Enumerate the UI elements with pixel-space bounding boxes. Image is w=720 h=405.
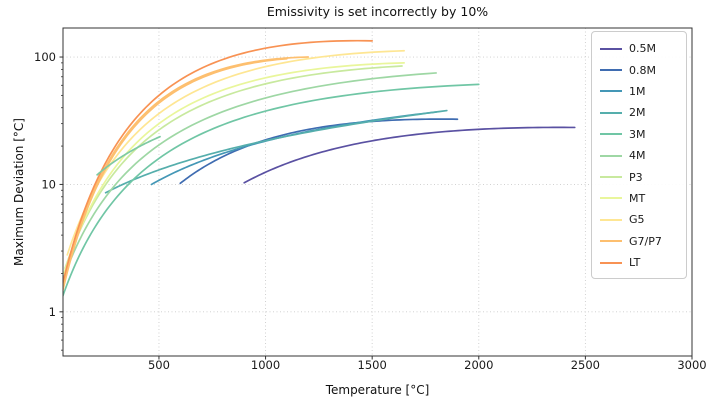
legend-swatch xyxy=(600,261,622,264)
y-tick-label: 1 xyxy=(49,305,56,319)
legend-item-4m: 4M xyxy=(600,145,678,166)
legend-item-mt: MT xyxy=(600,188,678,209)
legend-label: 0.8M xyxy=(629,63,656,77)
legend-item-0-8m: 0.8M xyxy=(600,59,678,80)
curve-2m xyxy=(104,109,448,194)
legend-swatch xyxy=(600,154,622,157)
curve-p3 xyxy=(64,65,403,270)
curve-short-green-trace xyxy=(96,135,161,176)
legend-item-g5: G5 xyxy=(600,209,678,230)
legend-swatch xyxy=(600,197,622,200)
legend-item-g7-p7: G7/P7 xyxy=(600,231,678,252)
curve-g7-p7-companion-trace xyxy=(63,57,288,294)
legend-swatch xyxy=(600,218,622,221)
x-tick-label: 3000 xyxy=(677,358,706,372)
x-tick-label: 500 xyxy=(148,358,170,372)
curve-0-5m xyxy=(243,126,576,184)
legend-swatch xyxy=(600,47,622,50)
y-tick-label: 100 xyxy=(34,50,56,64)
x-tick-label: 2500 xyxy=(571,358,600,372)
legend-swatch xyxy=(600,176,622,179)
legend-item-3m: 3M xyxy=(600,124,678,145)
legend-item-lt: LT xyxy=(600,252,678,273)
legend-label: G5 xyxy=(629,213,645,227)
chart-title: Emissivity is set incorrectly by 10% xyxy=(266,4,489,19)
curve-mt xyxy=(63,62,405,275)
legend: 0.5M 0.8M 1M 2M 3M 4M P3 MT G5 G7/P7 LT xyxy=(591,31,687,280)
legend-label: 3M xyxy=(629,127,646,141)
plot-border xyxy=(62,27,693,357)
legend-label: MT xyxy=(629,191,646,205)
curve-3m xyxy=(63,83,480,299)
legend-swatch xyxy=(600,90,622,93)
legend-swatch xyxy=(600,69,622,72)
x-tick-label: 1500 xyxy=(358,358,387,372)
legend-item-0-5m: 0.5M xyxy=(600,38,678,59)
legend-swatch xyxy=(600,111,622,114)
legend-label: P3 xyxy=(629,170,643,184)
legend-swatch xyxy=(600,133,622,136)
x-tick-label: 1000 xyxy=(251,358,280,372)
legend-label: G7/P7 xyxy=(629,234,662,248)
curve-0-8m xyxy=(179,118,459,185)
curve-lt xyxy=(63,39,374,287)
legend-label: 1M xyxy=(629,84,646,98)
x-axis-label: Temperature [°C] xyxy=(325,383,430,397)
legend-label: 2M xyxy=(629,106,646,120)
y-axis-label: Maximum Deviation [°C] xyxy=(12,118,26,266)
x-tick-label: 2000 xyxy=(464,358,493,372)
legend-item-2m: 2M xyxy=(600,102,678,123)
legend-item-1m: 1M xyxy=(600,81,678,102)
legend-item-p3: P3 xyxy=(600,166,678,187)
legend-label: 0.5M xyxy=(629,42,656,56)
legend-swatch xyxy=(600,240,622,243)
legend-label: 4M xyxy=(629,149,646,163)
y-tick-label: 10 xyxy=(41,177,56,191)
legend-label: LT xyxy=(629,256,641,270)
curve-4m xyxy=(63,72,437,281)
